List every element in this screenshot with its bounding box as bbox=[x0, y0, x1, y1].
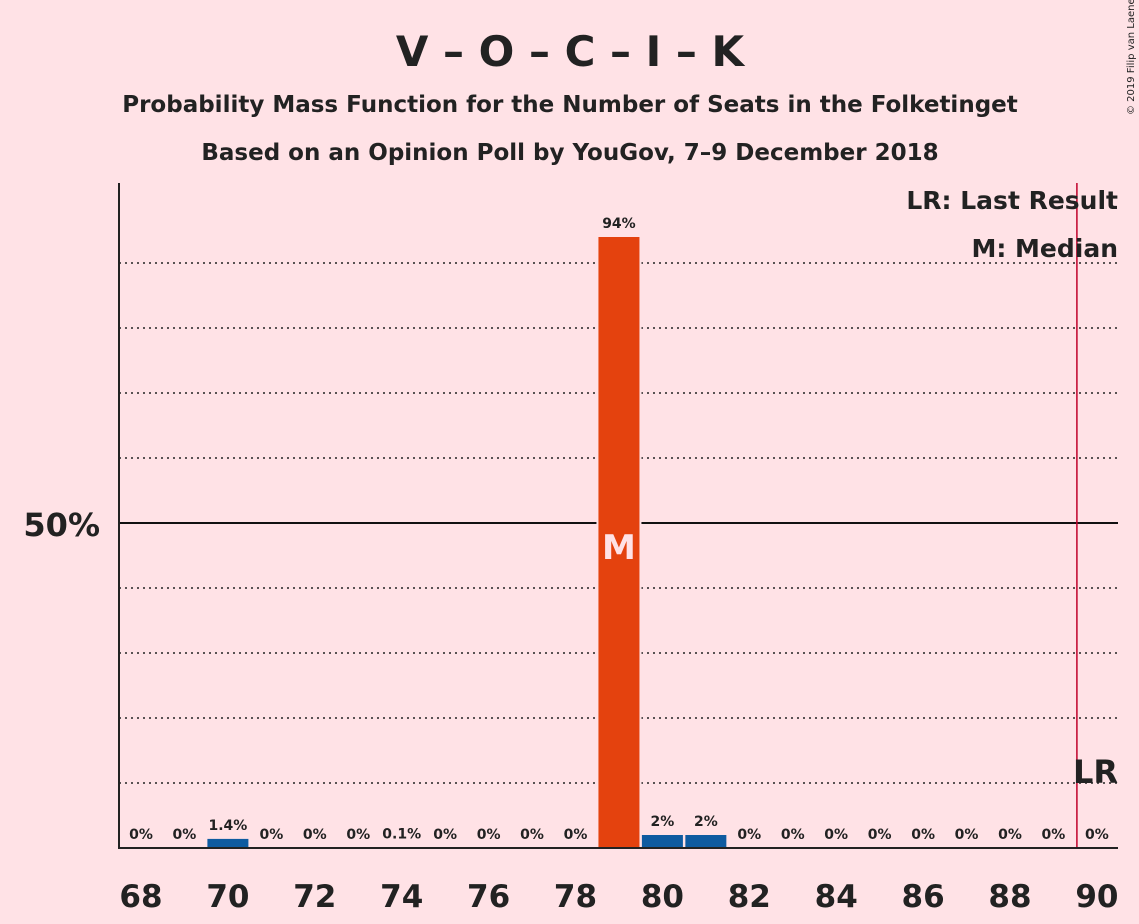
bars bbox=[207, 183, 1078, 848]
bar-label-82: 0% bbox=[737, 827, 761, 843]
bar-label-75: 0% bbox=[433, 827, 457, 843]
x-tick-76: 76 bbox=[467, 879, 510, 915]
bar-label-90: 0% bbox=[1085, 827, 1109, 843]
x-tick-68: 68 bbox=[119, 879, 162, 915]
x-tick-86: 86 bbox=[902, 879, 945, 915]
chart-subtitle-2: Based on an Opinion Poll by YouGov, 7–9 … bbox=[201, 140, 938, 166]
bar-label-88: 0% bbox=[998, 827, 1022, 843]
x-tick-labels: 68 70 72 74 76 78 80 82 84 86 88 90 bbox=[119, 879, 1118, 915]
x-tick-90: 90 bbox=[1075, 879, 1118, 915]
x-tick-78: 78 bbox=[554, 879, 597, 915]
x-tick-84: 84 bbox=[815, 879, 858, 915]
bar-label-86: 0% bbox=[911, 827, 935, 843]
x-tick-72: 72 bbox=[293, 879, 336, 915]
bar-label-78: 0% bbox=[564, 827, 588, 843]
legend-last-result: LR: Last Result bbox=[906, 186, 1118, 215]
bar-81 bbox=[685, 835, 727, 848]
bar-label-69: 0% bbox=[173, 827, 197, 843]
y-tick-50: 50% bbox=[23, 506, 100, 544]
bar-label-74: 0.1% bbox=[382, 826, 421, 842]
bar-label-72: 0% bbox=[303, 827, 327, 843]
bar-label-71: 0% bbox=[259, 827, 283, 843]
bar-70 bbox=[207, 838, 249, 848]
chart-title: V – O – C – I – K bbox=[396, 27, 746, 76]
bar-label-81: 2% bbox=[694, 814, 718, 830]
bar-labels: 0% 0% 1.4% 0% 0% 0% 0.1% 0% 0% 0% 0% 94% M 2% 2% 0% 0% 0%… bbox=[129, 216, 1118, 843]
copyright-note: © 2019 Filip van Laenen bbox=[1126, 0, 1137, 115]
median-marker: M bbox=[602, 528, 636, 568]
bar-label-73: 0% bbox=[346, 827, 370, 843]
bar-80 bbox=[641, 835, 683, 848]
x-tick-80: 80 bbox=[641, 879, 684, 915]
x-tick-88: 88 bbox=[988, 879, 1031, 915]
bar-label-70: 1.4% bbox=[208, 818, 247, 834]
legend-median: M: Median bbox=[971, 234, 1118, 263]
bar-label-80: 2% bbox=[651, 814, 675, 830]
bar-label-87: 0% bbox=[955, 827, 979, 843]
x-tick-70: 70 bbox=[206, 879, 249, 915]
bar-label-84: 0% bbox=[824, 827, 848, 843]
x-tick-82: 82 bbox=[728, 879, 771, 915]
bar-label-68: 0% bbox=[129, 827, 153, 843]
bar-label-76: 0% bbox=[477, 827, 501, 843]
bar-label-79: 94% bbox=[602, 216, 636, 232]
bar-label-83: 0% bbox=[781, 827, 805, 843]
bar-label-85: 0% bbox=[868, 827, 892, 843]
chart-subtitle: Probability Mass Function for the Number… bbox=[122, 92, 1018, 118]
bar-label-89: 0% bbox=[1042, 827, 1066, 843]
bar-label-77: 0% bbox=[520, 827, 544, 843]
last-result-marker: LR bbox=[1073, 753, 1118, 791]
x-tick-74: 74 bbox=[380, 879, 423, 915]
bar-79 bbox=[598, 237, 640, 848]
